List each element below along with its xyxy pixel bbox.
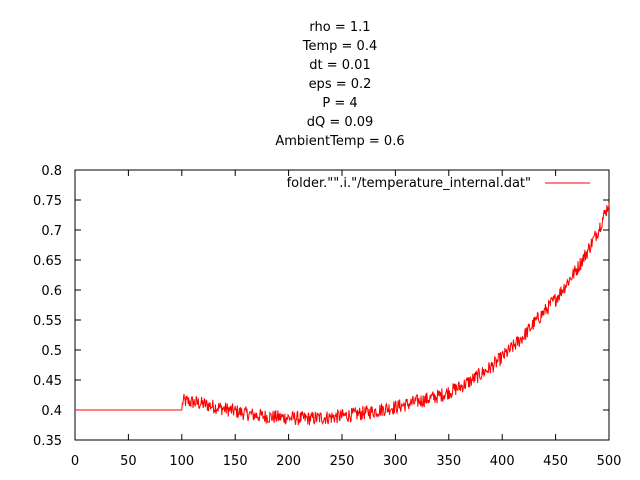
title-line: dQ = 0.09 xyxy=(307,115,374,130)
x-tick-label: 200 xyxy=(276,454,301,469)
y-tick-label: 0.6 xyxy=(41,284,62,299)
title-line: AmbientTemp = 0.6 xyxy=(275,134,404,149)
y-tick-label: 0.75 xyxy=(33,194,62,209)
series-line xyxy=(75,202,610,426)
y-tick-label: 0.55 xyxy=(33,314,62,329)
x-tick-label: 500 xyxy=(597,454,622,469)
x-tick-label: 450 xyxy=(543,454,568,469)
title-line: rho = 1.1 xyxy=(309,20,370,35)
x-tick-label: 150 xyxy=(223,454,248,469)
x-tick-label: 300 xyxy=(383,454,408,469)
x-tick-label: 100 xyxy=(169,454,194,469)
chart-title: rho = 1.1 Temp = 0.4 dt = 0.01 eps = 0.2 P =… xyxy=(275,20,404,149)
title-line: P = 4 xyxy=(322,96,357,111)
legend-label: folder."".i."/temperature_internal.dat" xyxy=(287,176,531,191)
y-tick-label: 0.5 xyxy=(41,344,62,359)
plot-area-frame xyxy=(74,169,610,441)
y-tick-label: 0.65 xyxy=(33,254,62,269)
axis-ticks: 0 50 100 150 200 250 300 350 400 450 500 0.35 0.4 0.4… xyxy=(33,164,621,469)
x-tick-label: 250 xyxy=(330,454,355,469)
y-tick-label: 0.4 xyxy=(41,404,62,419)
title-line: Temp = 0.4 xyxy=(302,39,377,54)
y-tick-label: 0.35 xyxy=(33,434,62,449)
title-line: eps = 0.2 xyxy=(309,77,372,92)
x-tick-label: 50 xyxy=(120,454,137,469)
y-tick-label: 0.45 xyxy=(33,374,62,389)
legend: folder."".i."/temperature_internal.dat" xyxy=(287,176,590,191)
y-tick-label: 0.7 xyxy=(41,224,62,239)
x-tick-label: 350 xyxy=(436,454,461,469)
x-tick-label: 0 xyxy=(71,454,79,469)
title-line: dt = 0.01 xyxy=(309,58,370,73)
series-group xyxy=(75,202,610,426)
y-tick-label: 0.8 xyxy=(41,164,62,179)
x-tick-label: 400 xyxy=(490,454,515,469)
